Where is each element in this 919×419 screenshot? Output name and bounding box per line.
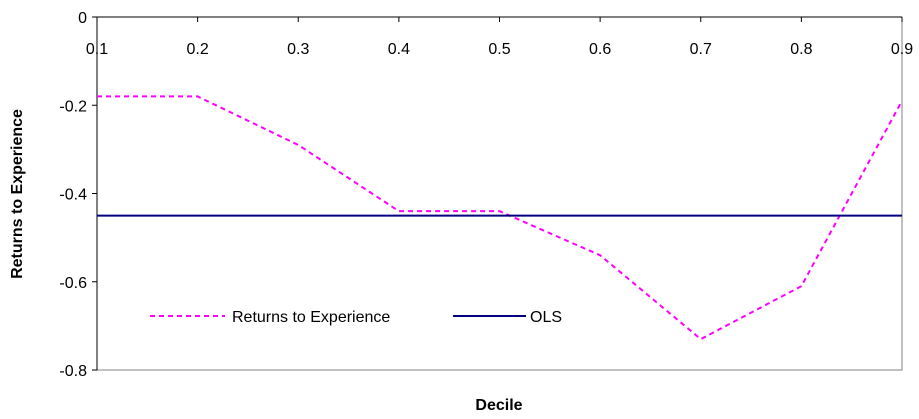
x-tick-label: 0.7 [690, 41, 712, 58]
legend-label-ols: OLS [530, 309, 562, 326]
legend: Returns to Experience OLS [150, 309, 562, 326]
y-tick-label: -0.4 [59, 187, 87, 204]
series-line-returns-to-experience [97, 95, 903, 341]
series-layer [97, 95, 903, 341]
y-tick-label: -0.6 [59, 275, 87, 292]
y-tick-label: -0.2 [59, 98, 87, 115]
x-tick-label: 0.3 [287, 41, 309, 58]
x-tick-label: 0.8 [790, 41, 812, 58]
y-tick-label: -0.8 [59, 363, 87, 380]
plot-area-frame [96, 16, 903, 371]
x-tick-label: 0.6 [589, 41, 611, 58]
y-axis-ticks: 0 -0.2 -0.4 -0.6 -0.8 [59, 10, 97, 380]
x-axis-title: Decile [475, 397, 522, 414]
x-tick-label: 0.1 [86, 41, 108, 58]
y-tick-label: 0 [78, 10, 87, 27]
x-tick-label: 0.4 [388, 41, 410, 58]
y-axis-title: Returns to Experience [9, 109, 26, 279]
x-tick-label: 0.2 [187, 41, 209, 58]
x-axis-ticks: 0.1 0.2 0.3 0.4 0.5 0.6 0.7 0.8 0.9 [86, 17, 913, 58]
legend-label-returns: Returns to Experience [232, 309, 390, 326]
x-tick-label: 0.5 [488, 41, 510, 58]
x-tick-label: 0.9 [891, 41, 913, 58]
